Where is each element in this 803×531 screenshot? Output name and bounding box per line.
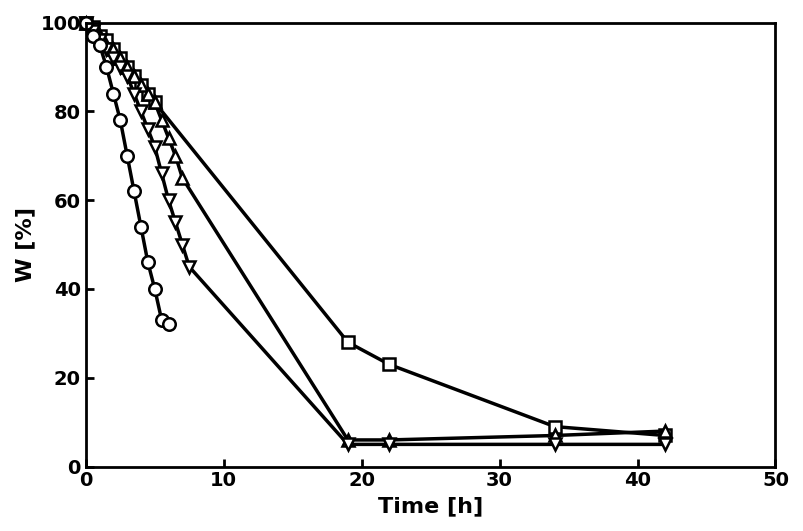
Y-axis label: W [%]: W [%]: [15, 207, 35, 282]
X-axis label: Time [h]: Time [h]: [377, 496, 483, 516]
